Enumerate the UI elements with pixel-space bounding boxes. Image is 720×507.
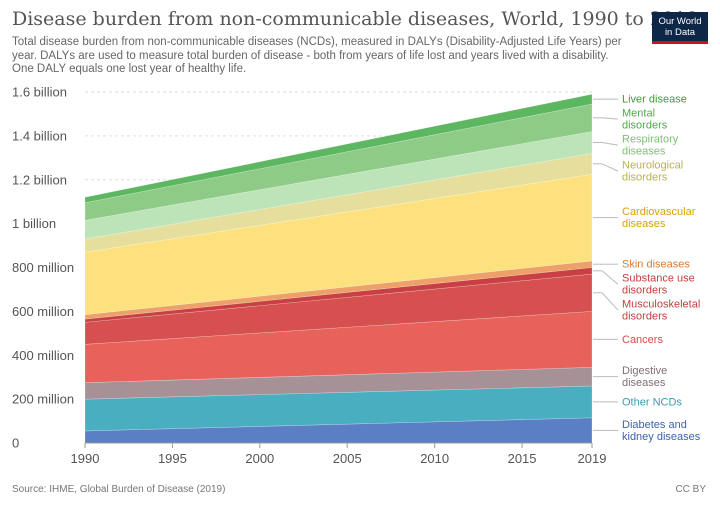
y-tick-label: 1.6 billion bbox=[12, 85, 67, 100]
owid-logo[interactable]: Our World in Data bbox=[652, 12, 708, 44]
area-neurological-disorders[interactable] bbox=[84, 153, 593, 253]
series-label: Skin diseases bbox=[622, 259, 690, 271]
series-label: Respiratory diseases bbox=[622, 134, 679, 158]
label-connector bbox=[601, 141, 619, 146]
x-tick-label: 2000 bbox=[245, 451, 274, 466]
series-label: Musculoskeletal disorders bbox=[622, 299, 700, 323]
y-tick-label: 1 billion bbox=[12, 216, 56, 231]
series-label: Neurological disorders bbox=[622, 160, 683, 184]
x-tick-label: 2010 bbox=[420, 451, 449, 466]
y-axis: 0 200 million 400 million 600 million 800 mi… bbox=[12, 85, 74, 451]
series-label: Diabetes and kidney diseases bbox=[622, 419, 701, 443]
chart-title: Disease burden from non-communicable dis… bbox=[12, 8, 699, 30]
area-series bbox=[84, 93, 593, 444]
source-note: Source: IHME, Global Burden of Disease (… bbox=[12, 484, 226, 495]
series-label: Other NCDs bbox=[622, 396, 682, 408]
y-tick-label: 400 million bbox=[12, 348, 74, 363]
area-liver-disease[interactable] bbox=[84, 93, 593, 204]
x-tick-label: 1990 bbox=[71, 451, 100, 466]
logo-line-2: in Data bbox=[664, 27, 696, 38]
area-other-ncds[interactable] bbox=[84, 385, 593, 432]
chart-subtitle: Total disease burden from non-communicab… bbox=[12, 36, 622, 75]
x-axis: 1990 1995 2000 2005 2010 2015 2019 bbox=[71, 442, 607, 466]
x-tick-label: 2019 bbox=[578, 451, 607, 466]
series-label: Cardiovascular diseases bbox=[622, 206, 696, 230]
series-label: Mental disorders bbox=[622, 108, 668, 132]
y-tick-label: 800 million bbox=[12, 260, 74, 275]
logo-line-1: Our World bbox=[658, 16, 702, 27]
x-tick-label: 2015 bbox=[508, 451, 537, 466]
label-connector bbox=[601, 270, 619, 285]
y-tick-label: 0 bbox=[12, 436, 19, 451]
series-label: Substance use disorders bbox=[622, 273, 695, 297]
area-cancers[interactable] bbox=[84, 311, 593, 383]
y-tick-label: 600 million bbox=[12, 304, 74, 319]
y-tick-label: 1.2 billion bbox=[12, 172, 67, 187]
label-connector bbox=[601, 117, 619, 120]
series-label: Cancers bbox=[622, 334, 663, 346]
license-link[interactable]: CC BY bbox=[675, 484, 706, 495]
label-connector bbox=[601, 163, 619, 172]
y-tick-label: 1.4 billion bbox=[12, 128, 67, 143]
label-connector bbox=[601, 292, 619, 311]
series-label: Liver disease bbox=[622, 94, 687, 106]
series-label: Digestive diseases bbox=[622, 365, 667, 389]
y-tick-label: 200 million bbox=[12, 392, 74, 407]
x-tick-label: 2005 bbox=[333, 451, 362, 466]
x-tick-label: 1995 bbox=[158, 451, 187, 466]
